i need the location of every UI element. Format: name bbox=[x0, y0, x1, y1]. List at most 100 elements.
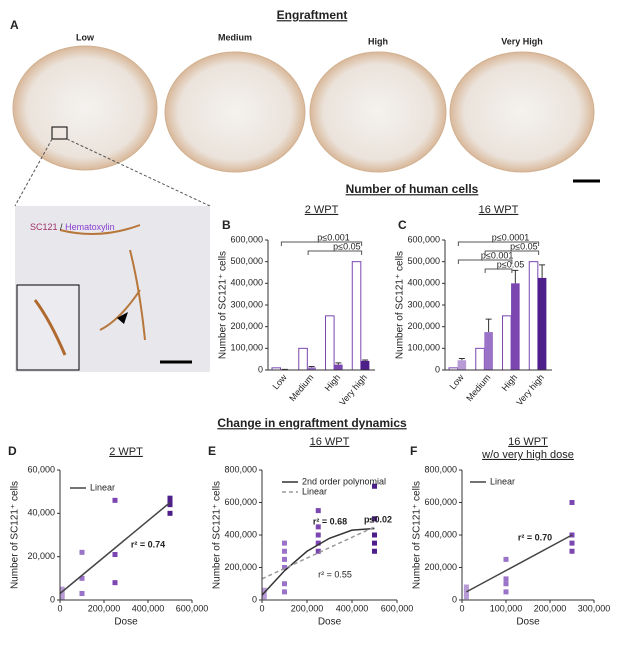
chart-title: 16 WPT bbox=[508, 436, 548, 448]
error-bar bbox=[458, 358, 465, 361]
y-tick-label: 800,000 bbox=[424, 464, 457, 474]
bar bbox=[360, 360, 370, 370]
y-tick-label: 200,000 bbox=[230, 321, 263, 331]
point bbox=[315, 548, 321, 554]
y-axis-label: Number of SC121⁺ cells bbox=[412, 481, 423, 589]
section-title: Engraftment bbox=[277, 8, 348, 22]
zoom-line bbox=[66, 138, 211, 207]
x-axis-label: Dose bbox=[318, 617, 342, 628]
error-bar bbox=[512, 269, 519, 284]
y-tick-label: 600,000 bbox=[407, 234, 440, 244]
y-tick-label: 600,000 bbox=[224, 497, 257, 507]
error-bar bbox=[335, 362, 342, 365]
x-tick-label: Very high bbox=[514, 372, 546, 407]
point bbox=[112, 580, 118, 586]
annotation: r² = 0.55 bbox=[318, 569, 352, 579]
stain-label: SC121 / Hematoxylin bbox=[30, 222, 115, 232]
x-tick-label: 100,000 bbox=[490, 603, 523, 613]
x-axis-label: Dose bbox=[114, 617, 138, 628]
annotation: p≤0.02 bbox=[364, 514, 392, 524]
y-tick-label: 400,000 bbox=[230, 278, 263, 288]
annotation: p≤0.05 bbox=[510, 241, 537, 251]
point bbox=[372, 548, 377, 554]
annotation: p≤0.001 bbox=[481, 250, 513, 260]
fit-line bbox=[59, 501, 171, 595]
x-tick-label: 600,000 bbox=[176, 603, 209, 613]
x-tick-label: 0 bbox=[57, 603, 62, 613]
annotation: p≤0.05 bbox=[497, 259, 524, 269]
y-tick-label: 400,000 bbox=[424, 529, 457, 539]
error-bar bbox=[485, 318, 492, 333]
chart-title: 2 WPT bbox=[109, 446, 143, 458]
x-tick-label: 0 bbox=[259, 603, 264, 613]
point bbox=[372, 532, 377, 538]
panel-label: F bbox=[410, 444, 417, 458]
section-title: Number of human cells bbox=[346, 182, 479, 196]
error-bar bbox=[308, 366, 315, 368]
point bbox=[79, 575, 85, 581]
point bbox=[503, 556, 509, 562]
y-tick-label: 0 bbox=[50, 594, 55, 604]
chart-title: 2 WPT bbox=[305, 204, 339, 216]
x-tick-label: Medium bbox=[287, 372, 315, 403]
bar bbox=[537, 277, 547, 370]
y-tick-label: 0 bbox=[435, 364, 440, 374]
legend-label: Linear bbox=[302, 486, 327, 496]
y-tick-label: 100,000 bbox=[407, 343, 440, 353]
y-tick-label: 60,000 bbox=[27, 464, 55, 474]
bar bbox=[334, 364, 343, 370]
x-tick-label: 0 bbox=[459, 603, 464, 613]
panel-label: D bbox=[8, 444, 17, 458]
point bbox=[463, 594, 469, 600]
chart-title: 16 WPT bbox=[479, 204, 519, 216]
y-tick-label: 300,000 bbox=[407, 299, 440, 309]
bar bbox=[307, 367, 316, 370]
legend-label: Linear bbox=[490, 476, 515, 486]
fit-line bbox=[261, 527, 375, 596]
point bbox=[282, 565, 287, 570]
bar bbox=[475, 347, 485, 371]
annotation: r² = 0.74 bbox=[131, 539, 165, 549]
significance-bracket bbox=[484, 250, 540, 255]
chart-title: 16 WPT bbox=[310, 436, 350, 448]
significance-bracket bbox=[484, 268, 513, 273]
point bbox=[315, 508, 321, 514]
x-tick-label: 400,000 bbox=[336, 603, 369, 613]
x-tick-label: 200,000 bbox=[88, 603, 121, 613]
x-tick-label: 600,000 bbox=[381, 603, 414, 613]
zoom-box bbox=[51, 126, 68, 140]
level-label: Low bbox=[76, 32, 95, 42]
panel-label: E bbox=[208, 444, 216, 458]
y-tick-label: 0 bbox=[258, 364, 263, 374]
point bbox=[315, 540, 321, 546]
x-tick-label: Very high bbox=[337, 372, 369, 407]
legend-label: Linear bbox=[90, 482, 115, 492]
bar bbox=[502, 315, 512, 371]
tissue-section bbox=[164, 51, 306, 173]
panel-label: B bbox=[222, 218, 231, 232]
y-tick-label: 0 bbox=[252, 594, 257, 604]
x-tick-label: High bbox=[323, 372, 343, 393]
bar bbox=[511, 283, 520, 370]
level-label: Very High bbox=[501, 36, 543, 46]
y-tick-label: 0 bbox=[452, 594, 457, 604]
error-bar bbox=[539, 264, 546, 278]
x-tick-label: Low bbox=[447, 372, 466, 391]
x-tick-label: 200,000 bbox=[291, 603, 324, 613]
y-tick-label: 300,000 bbox=[230, 299, 263, 309]
panel-label: C bbox=[398, 218, 407, 232]
y-tick-label: 600,000 bbox=[230, 234, 263, 244]
micrographs: SC121 / Hematoxylin bbox=[12, 45, 600, 372]
x-tick-label: 200,000 bbox=[534, 603, 567, 613]
bar bbox=[484, 332, 493, 370]
y-tick-label: 800,000 bbox=[224, 464, 257, 474]
point bbox=[569, 540, 575, 546]
annotation: p≤0.001 bbox=[317, 232, 349, 242]
y-axis-label: Number of SC121⁺ cells bbox=[395, 251, 406, 359]
point bbox=[112, 497, 118, 503]
y-tick-label: 400,000 bbox=[407, 278, 440, 288]
point bbox=[167, 502, 173, 508]
point bbox=[282, 540, 287, 546]
significance-bracket bbox=[457, 241, 540, 246]
point bbox=[282, 581, 287, 587]
